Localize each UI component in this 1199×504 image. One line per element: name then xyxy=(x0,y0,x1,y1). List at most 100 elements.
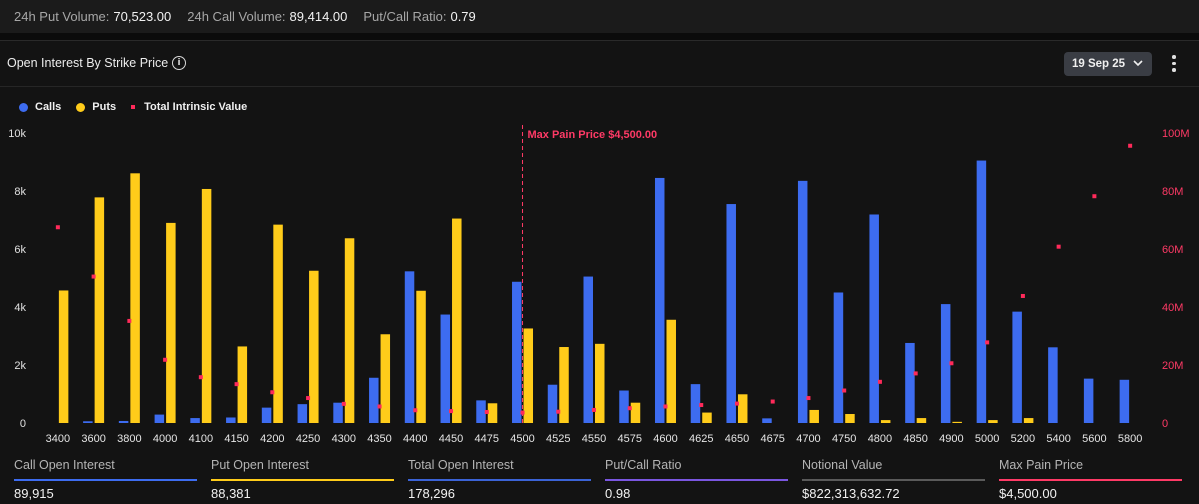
summary-footer: Call Open Interest 89,915 Put Open Interes… xyxy=(0,453,1199,504)
x-tick-label: 5000 xyxy=(975,433,999,445)
calls-bar xyxy=(440,314,451,423)
summary-card: Call Open Interest 89,915 xyxy=(0,453,197,504)
calls-bar xyxy=(869,214,879,423)
put-call-ratio-stat: Put/Call Ratio: 0.79 xyxy=(363,9,475,24)
calls-bar xyxy=(476,400,486,423)
calls-bar xyxy=(1048,347,1058,423)
summary-accent-line xyxy=(605,479,788,481)
summary-card: Max Pain Price $4,500.00 xyxy=(985,453,1182,504)
puts-bar xyxy=(94,197,105,423)
puts-bar xyxy=(380,334,391,423)
y-left-tick-label: 8k xyxy=(14,186,26,198)
calls-bar xyxy=(1119,379,1130,423)
x-tick-label: 4500 xyxy=(510,433,534,445)
calls-bar xyxy=(154,414,165,423)
y-left-tick-label: 2k xyxy=(14,360,26,372)
intrinsic-value-point xyxy=(913,371,918,376)
legend-puts[interactable]: Puts xyxy=(76,101,116,113)
puts-bar xyxy=(630,402,641,423)
intrinsic-swatch-icon xyxy=(131,105,136,109)
summary-label: Total Open Interest xyxy=(408,458,514,472)
calls-bar xyxy=(583,276,593,423)
calls-bar xyxy=(297,404,308,423)
summary-card: Total Open Interest 178,296 xyxy=(394,453,591,504)
calls-bar xyxy=(547,384,558,423)
puts-bar xyxy=(809,409,819,423)
legend-puts-label: Puts xyxy=(92,101,117,113)
x-tick-label: 4450 xyxy=(439,433,463,445)
expiry-date-select[interactable]: 19 Sep 25 xyxy=(1064,52,1152,76)
x-tick-label: 5200 xyxy=(1011,433,1035,445)
puts-bar xyxy=(1023,418,1034,423)
x-tick-label: 4350 xyxy=(367,433,391,445)
calls-bar xyxy=(619,390,629,423)
puts-bar xyxy=(880,420,891,423)
summary-value: $4,500.00 xyxy=(999,486,1057,501)
puts-bar xyxy=(130,173,140,423)
summary-card: Put/Call Ratio 0.98 xyxy=(591,453,788,504)
calls-bar xyxy=(1012,311,1022,423)
puts-bar xyxy=(988,420,998,423)
intrinsic-value-point xyxy=(806,396,811,401)
legend-intrinsic-label: Total Intrinsic Value xyxy=(144,101,248,113)
intrinsic-value-point xyxy=(127,318,132,323)
summary-card: Put Open Interest 88,381 xyxy=(197,453,394,504)
calls-bar xyxy=(905,342,915,423)
legend-calls-label: Calls xyxy=(35,101,62,113)
x-tick-label: 4000 xyxy=(153,433,177,445)
x-tick-label: 4475 xyxy=(475,433,499,445)
puts-bar xyxy=(916,418,927,423)
puts-bar xyxy=(523,328,534,423)
put-call-ratio-label: Put/Call Ratio: xyxy=(363,9,447,24)
panel-header: Open Interest By Strike Price i 19 Sep 2… xyxy=(0,41,1199,87)
intrinsic-value-point xyxy=(842,388,847,393)
call-volume-stat: 24h Call Volume: 89,414.00 xyxy=(187,9,347,24)
summary-label: Put Open Interest xyxy=(211,458,309,472)
calls-bar xyxy=(976,160,987,424)
kebab-menu-icon[interactable] xyxy=(1168,55,1180,73)
expiry-date-label: 19 Sep 25 xyxy=(1072,58,1126,70)
calls-bar xyxy=(797,180,808,423)
puts-bar xyxy=(487,403,498,423)
puts-swatch-icon xyxy=(76,102,86,112)
puts-bar xyxy=(845,414,855,423)
legend-intrinsic[interactable]: Total Intrinsic Value xyxy=(131,101,247,113)
open-interest-panel: Open Interest By Strike Price i 19 Sep 2… xyxy=(0,40,1199,504)
calls-bar xyxy=(762,418,772,423)
legend-calls[interactable]: Calls xyxy=(19,101,61,113)
puts-bar xyxy=(344,238,355,423)
top-stats-bar: 24h Put Volume: 70,523.00 24h Call Volum… xyxy=(0,0,1199,33)
summary-value: 0.98 xyxy=(605,486,631,501)
summary-accent-line xyxy=(211,479,394,481)
intrinsic-value-point xyxy=(484,409,489,414)
call-volume-value: 89,414.00 xyxy=(289,9,348,24)
intrinsic-value-point xyxy=(985,340,990,345)
intrinsic-value-point xyxy=(449,409,454,414)
puts-bar xyxy=(416,290,426,423)
open-interest-chart: 0 2k 4k 6k 8k 10k 0 20M 40M 60M 80M 100M Max Pain Pr… xyxy=(8,125,1190,445)
y-left-tick-label: 4k xyxy=(14,302,26,314)
puts-bar xyxy=(666,319,676,423)
x-tick-label: 4625 xyxy=(689,433,713,445)
put-volume-stat: 24h Put Volume: 70,523.00 xyxy=(14,9,171,24)
x-tick-label: 4600 xyxy=(653,433,677,445)
y-left-tick-label: 6k xyxy=(14,244,26,256)
calls-bar xyxy=(118,420,129,423)
intrinsic-value-point xyxy=(663,404,668,409)
intrinsic-value-point xyxy=(592,407,596,412)
summary-value: 88,381 xyxy=(211,486,251,501)
put-call-ratio-value: 0.79 xyxy=(450,9,476,24)
intrinsic-value-point xyxy=(413,408,418,413)
x-tick-label: 3600 xyxy=(81,433,105,445)
y-right-tick-label: 0 xyxy=(1162,418,1168,430)
summary-accent-line xyxy=(14,479,197,481)
y-right-tick-label: 60M xyxy=(1162,244,1183,256)
x-tick-label: 5400 xyxy=(1046,433,1070,445)
intrinsic-value-point xyxy=(341,401,346,406)
calls-bar xyxy=(404,271,415,423)
info-icon[interactable]: i xyxy=(172,56,186,70)
calls-bar xyxy=(940,304,951,423)
x-tick-label: 4525 xyxy=(546,433,570,445)
summary-accent-line xyxy=(802,479,985,481)
intrinsic-value-point xyxy=(55,225,60,230)
